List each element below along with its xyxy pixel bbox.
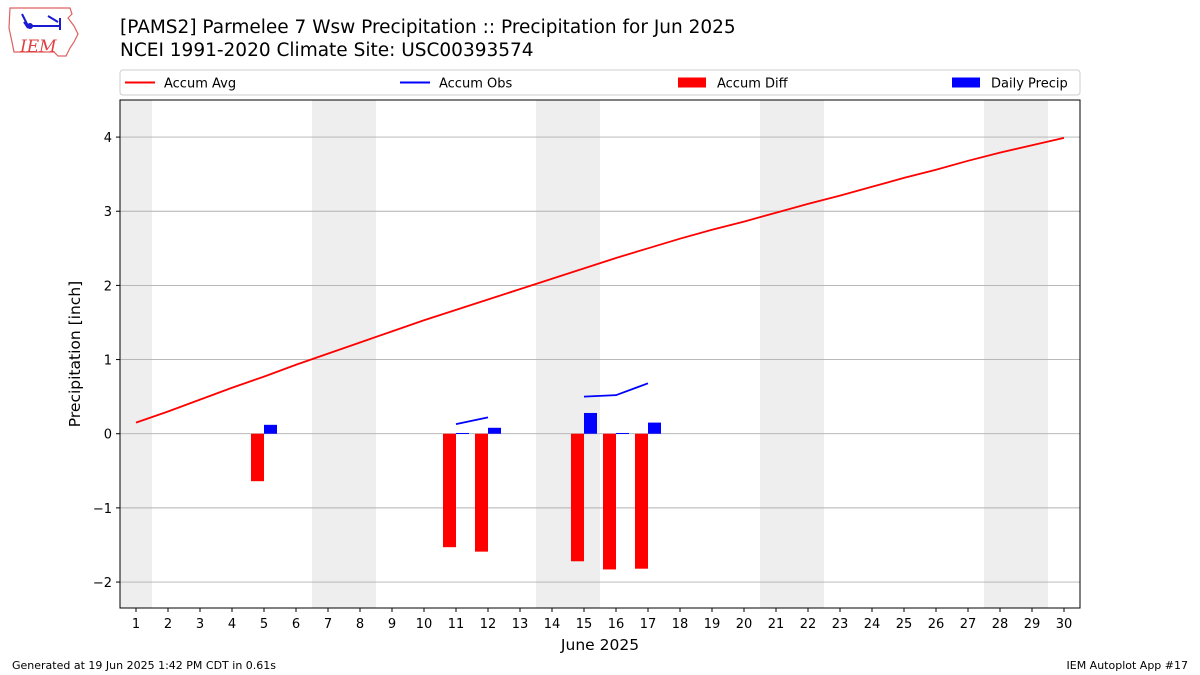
- y-tick-label: 3: [104, 205, 112, 220]
- x-tick-label: 14: [544, 617, 561, 632]
- x-tick-label: 1: [132, 617, 140, 632]
- y-tick-label: 0: [104, 428, 112, 443]
- logo-text: IEM: [19, 37, 57, 57]
- plot-frame: [119, 99, 1081, 609]
- x-tick-label: 18: [672, 617, 689, 632]
- x-tick-label: 21: [768, 617, 785, 632]
- x-tick-label: 25: [896, 617, 913, 632]
- x-tick-label: 11: [448, 617, 465, 632]
- x-tick-label: 16: [608, 617, 625, 632]
- x-tick-label: 30: [1056, 617, 1073, 632]
- chart-title-line-2: NCEI 1991-2020 Climate Site: USC00393574: [120, 40, 534, 61]
- x-tick-label: 22: [800, 617, 817, 632]
- accum-obs-line-0: [455, 416, 489, 425]
- weekend-shade-0: [120, 100, 152, 608]
- y-tick-label: 2: [104, 279, 112, 294]
- instrument-dot-icon: [27, 23, 33, 29]
- x-tick-label: 10: [416, 617, 433, 632]
- accum-diff-bar-day-11: [443, 433, 456, 548]
- weekend-shade-3: [760, 100, 824, 608]
- y-tick-label: 1: [104, 354, 112, 369]
- x-tick-label: 13: [512, 617, 529, 632]
- chart-title-line-1: [PAMS2] Parmelee 7 Wsw Precipitation :: …: [120, 17, 736, 38]
- legend-label: Daily Precip: [991, 77, 1068, 92]
- y-axis-label: Precipitation [inch]: [66, 281, 84, 427]
- accum-diff-bar-day-17: [635, 433, 648, 569]
- daily-precip-bar-day-16: [616, 432, 629, 434]
- x-tick-label: 27: [960, 617, 977, 632]
- x-tick-label: 28: [992, 617, 1009, 632]
- accum-diff-bar-day-16: [603, 433, 616, 570]
- x-tick-label: 7: [324, 617, 332, 632]
- daily-precip-bar-day-12: [488, 427, 501, 434]
- x-tick-label: 12: [480, 617, 497, 632]
- x-tick-label: 2: [164, 617, 172, 632]
- generated-timestamp: Generated at 19 Jun 2025 1:42 PM CDT in …: [12, 659, 277, 672]
- daily-precip-bar-day-15: [584, 412, 597, 434]
- weekend-shade-4: [984, 100, 1048, 608]
- app-credit: IEM Autoplot App #17: [1066, 659, 1189, 672]
- x-tick-label: 15: [576, 617, 593, 632]
- x-tick-label: 4: [228, 617, 236, 632]
- weather-instruments-icon: [21, 13, 61, 30]
- accum-diff-bar-day-15: [571, 433, 584, 562]
- legend-label: Accum Diff: [717, 77, 789, 92]
- legend-label: Accum Obs: [439, 77, 512, 92]
- daily-precip-bar-day-11: [456, 432, 469, 434]
- y-tick-label: 4: [104, 131, 112, 146]
- accum-diff-bar-day-5: [251, 433, 264, 482]
- x-tick-label: 29: [1024, 617, 1041, 632]
- daily-precip-bar-day-5: [264, 424, 277, 434]
- x-tick-label: 6: [292, 617, 300, 632]
- accum-avg-line: [135, 136, 1065, 424]
- legend-swatch-bar-2: [678, 77, 706, 88]
- x-axis-label: June 2025: [560, 636, 639, 654]
- x-tick-label: 9: [388, 617, 396, 632]
- x-tick-label: 26: [928, 617, 945, 632]
- x-tick-label: 3: [196, 617, 204, 632]
- legend-label: Accum Avg: [164, 77, 236, 92]
- x-tick-label: 5: [260, 617, 268, 632]
- x-tick-label: 23: [832, 617, 849, 632]
- iem-logo: IEM: [8, 7, 79, 57]
- x-tick-label: 20: [736, 617, 753, 632]
- accum-diff-bar-day-12: [475, 433, 488, 552]
- daily-precip-bar-day-17: [648, 422, 661, 434]
- legend-swatch-bar-3: [952, 77, 980, 88]
- y-tick-label: −2: [93, 576, 112, 591]
- x-tick-label: 19: [704, 617, 721, 632]
- legend-box: [119, 69, 1081, 96]
- accum-obs-line-1: [583, 382, 649, 398]
- weekend-shade-2: [536, 100, 600, 608]
- x-tick-label: 17: [640, 617, 657, 632]
- y-tick-label: −1: [93, 502, 112, 517]
- x-tick-label: 24: [864, 617, 881, 632]
- x-tick-label: 8: [356, 617, 364, 632]
- weekend-shade-1: [312, 100, 376, 608]
